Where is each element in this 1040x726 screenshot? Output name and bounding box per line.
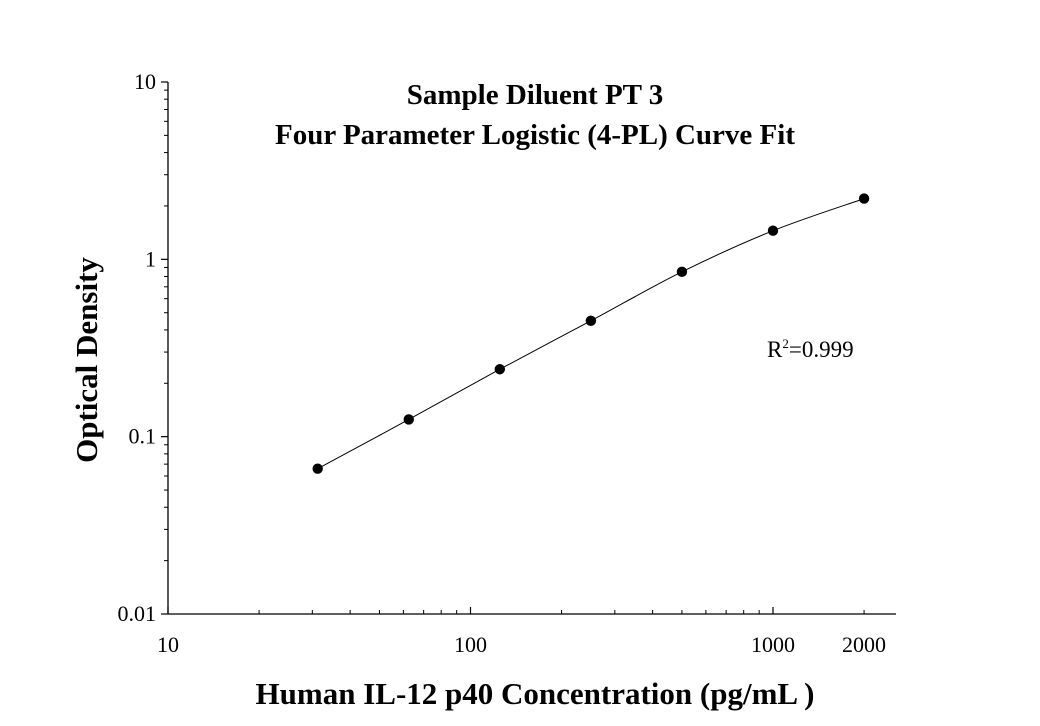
x-tick-label: 2000	[842, 632, 886, 657]
data-point	[403, 414, 414, 425]
y-tick-label: 0.1	[129, 424, 157, 449]
r-squared-annotation: R2=0.999	[767, 336, 854, 364]
fit-curve	[317, 198, 865, 470]
y-tick-label: 0.01	[118, 601, 157, 626]
data-point	[312, 463, 323, 474]
chart-subtitle: Four Parameter Logistic (4-PL) Curve Fit	[275, 119, 795, 151]
y-tick-label: 10	[134, 69, 156, 94]
data-point	[494, 364, 506, 375]
x-tick-label: 1000	[751, 632, 795, 657]
data-point	[767, 225, 779, 236]
y-tick-label: 1	[145, 246, 156, 271]
tick-labels: 0.01 0.1 1 10 10 100 1000 2000	[118, 69, 887, 657]
r2-exponent: 2	[782, 336, 789, 351]
r2-value: =0.999	[788, 337, 854, 362]
x-tick-label: 100	[454, 632, 487, 657]
r2-symbol: R	[767, 337, 783, 362]
data-point	[676, 266, 688, 278]
data-point	[858, 193, 870, 204]
x-axis-label: Human IL-12 p40 Concentration (pg/mL )	[255, 676, 815, 711]
chart-title: Sample Diluent PT 3	[406, 79, 664, 111]
y-axis-label: Optical Density	[69, 257, 104, 463]
x-tick-label: 10	[157, 632, 179, 657]
data-points	[312, 193, 870, 474]
axes	[161, 81, 896, 615]
data-point	[585, 315, 597, 327]
